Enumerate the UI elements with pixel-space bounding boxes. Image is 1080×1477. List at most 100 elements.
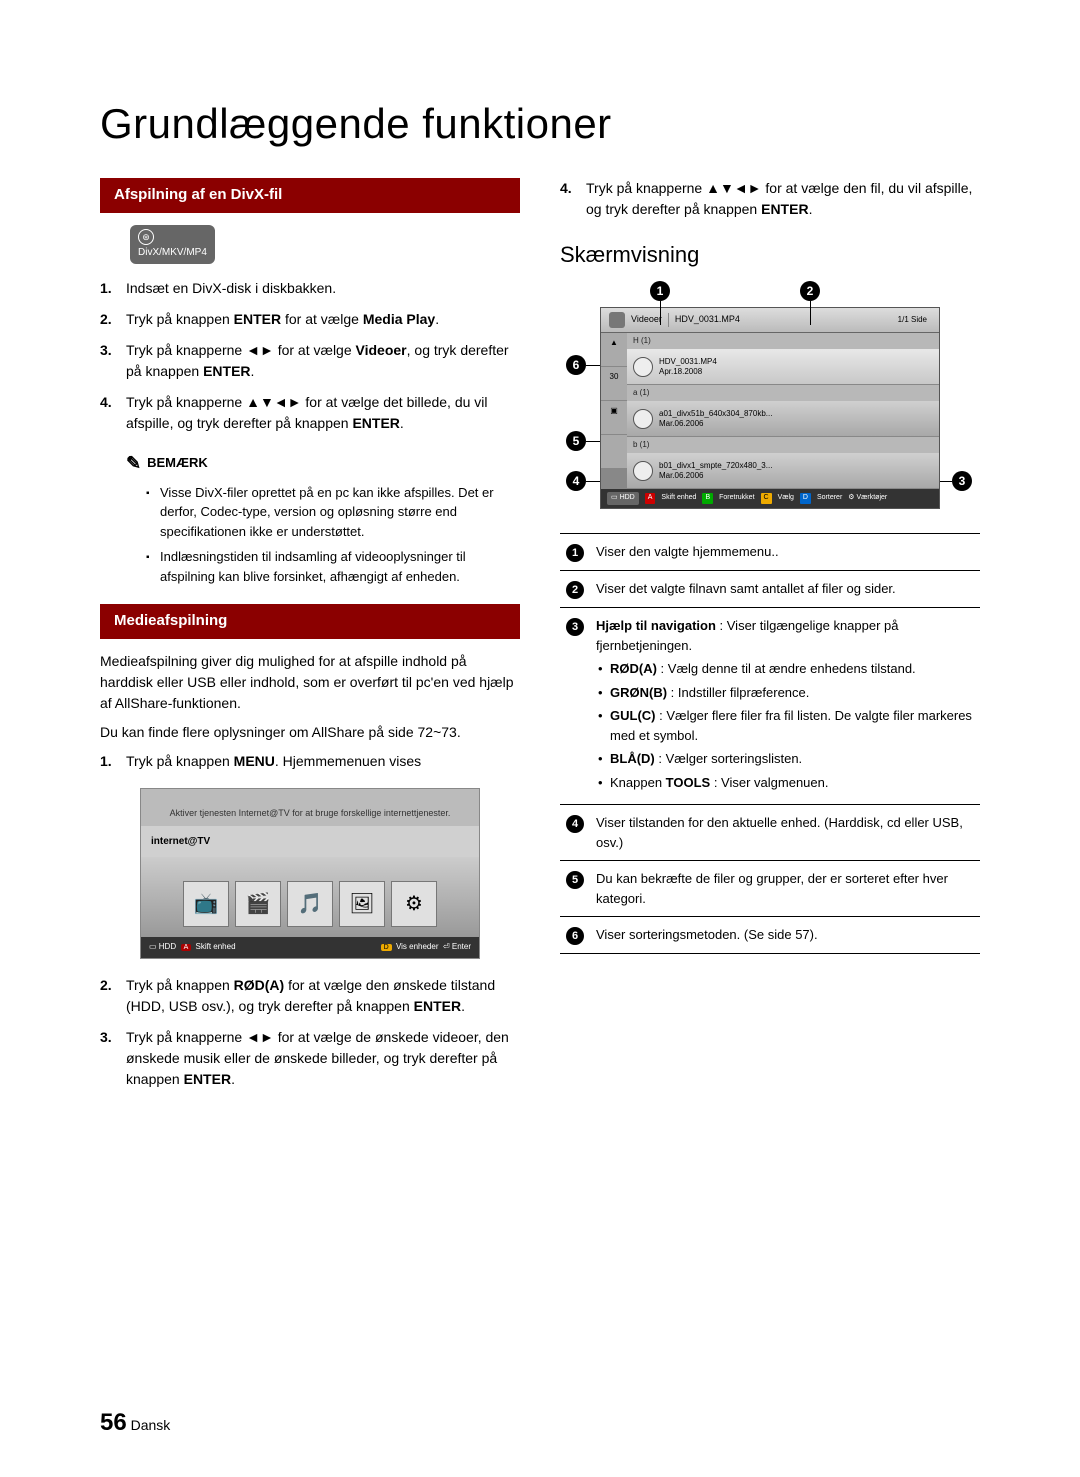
footer-a: Skift enhed xyxy=(661,493,696,504)
page-number-value: 56 xyxy=(100,1409,127,1436)
callout-line xyxy=(940,481,952,482)
note-icon: ✎ xyxy=(126,450,141,477)
step-item: Tryk på knapperne ◄► for at vælge de øns… xyxy=(100,1027,520,1090)
step-item: Tryk på knapperne ▲▼◄► for at vælge det … xyxy=(100,392,520,434)
media-mid-label: internet@TV xyxy=(141,826,479,857)
legend-text: Viser den valgte hjemmemenu.. xyxy=(590,533,980,570)
footer-b: Foretrukket xyxy=(719,493,754,504)
legend-row: 5 Du kan bekræfte de filer og grupper, d… xyxy=(560,861,980,917)
note-item: Indlæsningstiden til indsamling af video… xyxy=(146,547,520,586)
vs-header-page: 1/1 Side xyxy=(894,313,931,327)
media-intro-1: Medieafspilning giver dig mulighed for a… xyxy=(100,651,520,714)
btn-b: B xyxy=(702,493,713,504)
vs-meta: a01_divx51b_640x304_870kb... Mar.06.2006 xyxy=(659,409,772,428)
media-steps-list-cont: Tryk på knappen RØD(A) for at vælge den … xyxy=(100,975,520,1090)
callout-line xyxy=(586,441,600,442)
media-footer: ▭ HDD A Skift enhed D Vis enheder ⏎ Ente… xyxy=(141,937,479,958)
legend-text: Viser sorteringsmetoden. (Se side 57). xyxy=(590,917,980,954)
media-icon: 📺 xyxy=(183,881,229,927)
media-menu-screenshot: Aktiver tjenesten Internet@TV for at bru… xyxy=(140,788,480,959)
legend-text: Du kan bekræfte de filer og grupper, der… xyxy=(590,861,980,917)
thumb-icon xyxy=(633,461,653,481)
legend-text: Viser det valgte filnavn samt antallet a… xyxy=(590,570,980,607)
subheading-screen: Skærmvisning xyxy=(560,238,980,271)
legend-row: 3 Hjælp til navigation : Viser tilgængel… xyxy=(560,608,980,805)
legend-subitem: GUL(C) : Vælger flere filer fra fil list… xyxy=(596,706,974,745)
btn-a: A xyxy=(645,493,656,504)
callout-line xyxy=(586,481,600,482)
btn-c: C xyxy=(761,493,772,504)
step-item: Tryk på knapperne ▲▼◄► for at vælge den … xyxy=(560,178,980,220)
button-d-chip: D xyxy=(381,944,392,951)
vs-group: H (1) xyxy=(627,333,939,349)
badge-text: DivX/MKV/MP4 xyxy=(138,247,207,258)
media-icon: 🖼 xyxy=(339,881,385,927)
vs-group: b (1) xyxy=(627,437,939,453)
legend-sublist: RØD(A) : Vælg denne til at ændre enheden… xyxy=(596,659,974,792)
vs-meta: HDV_0031.MP4 Apr.18.2008 xyxy=(659,357,717,376)
media-top-message: Aktiver tjenesten Internet@TV for at bru… xyxy=(141,789,479,827)
button-a-chip: A xyxy=(181,944,192,951)
footer-enter-text: Enter xyxy=(452,942,471,951)
legend-num-5: 5 xyxy=(566,871,584,889)
footer-c: Vælg xyxy=(778,493,794,504)
legend-num-3: 3 xyxy=(566,618,584,636)
vs-item: a01_divx51b_640x304_870kb... Mar.06.2006 xyxy=(627,401,939,437)
media-icon: 🎵 xyxy=(287,881,333,927)
media-steps-list: Tryk på knappen MENU. Hjemmemenuen vises xyxy=(100,751,520,772)
vs-item: b01_divx1_smpte_720x480_3... Mar.06.2006 xyxy=(627,453,939,489)
vs-group: a (1) xyxy=(627,385,939,401)
note-label-text: BEMÆRK xyxy=(147,453,208,473)
media-icons-row: 📺 🎬 🎵 🖼 ⚙ xyxy=(141,857,479,937)
vs-sidebar: ▲ 30 ▣ xyxy=(601,333,627,469)
section-header-media: Medieafspilning xyxy=(100,604,520,639)
legend-subitem: BLÅ(D) : Vælger sorteringslisten. xyxy=(596,749,974,769)
sort-icon: 30 xyxy=(601,367,627,401)
legend-subitem: Knappen TOOLS : Viser valgmenuen. xyxy=(596,773,974,793)
media-icon: ⚙ xyxy=(391,881,437,927)
vs-item-date: Mar.06.2006 xyxy=(659,471,772,481)
legend-num-2: 2 xyxy=(566,581,584,599)
legend-row: 1 Viser den valgte hjemmemenu.. xyxy=(560,533,980,570)
disc-icon: ⊛ xyxy=(138,229,154,245)
right-column: Tryk på knapperne ▲▼◄► for at vælge den … xyxy=(560,178,980,1106)
thumb-icon xyxy=(633,357,653,377)
step-item: Tryk på knapperne ◄► for at vælge Videoe… xyxy=(100,340,520,382)
footer-hdd-text: HDD xyxy=(159,942,176,951)
section-header-divx: Afspilning af en DivX-fil xyxy=(100,178,520,213)
right-step-4: Tryk på knapperne ▲▼◄► for at vælge den … xyxy=(560,178,980,220)
vs-meta: b01_divx1_smpte_720x480_3... Mar.06.2006 xyxy=(659,461,772,480)
step-item: Indsæt en DivX-disk i diskbakken. xyxy=(100,278,520,299)
vs-item-name: HDV_0031.MP4 xyxy=(659,357,717,367)
note-item: Visse DivX-filer oprettet på en pc kan i… xyxy=(146,483,520,542)
vs-header-label: Videoer xyxy=(631,313,662,327)
legend-text: Hjælp til navigation : Viser tilgængelig… xyxy=(590,608,980,805)
sort-icon xyxy=(601,435,627,469)
media-intro-2: Du kan finde flere oplysninger om AllSha… xyxy=(100,722,520,743)
legend-subitem: RØD(A) : Vælg denne til at ændre enheden… xyxy=(596,659,974,679)
page-lang: Dansk xyxy=(131,1417,171,1433)
callout-5: 5 xyxy=(566,431,586,451)
left-column: Afspilning af en DivX-fil ⊛ DivX/MKV/MP4… xyxy=(100,178,520,1106)
step-item: Tryk på knappen RØD(A) for at vælge den … xyxy=(100,975,520,1017)
reel-icon xyxy=(609,312,625,328)
video-screenshot: Videoer HDV_0031.MP4 1/1 Side ▲ 30 ▣ H (… xyxy=(600,307,940,509)
sort-icon: ▲ xyxy=(601,333,627,367)
divx-badge: ⊛ DivX/MKV/MP4 xyxy=(130,225,215,264)
hdd-badge: ▭ HDD xyxy=(607,492,639,505)
callout-line xyxy=(660,301,661,325)
vs-item-date: Apr.18.2008 xyxy=(659,367,717,377)
vs-item-name: a01_divx51b_640x304_870kb... xyxy=(659,409,772,419)
page-number: 56 Dansk xyxy=(100,1409,170,1437)
callout-4: 4 xyxy=(566,471,586,491)
callout-2: 2 xyxy=(800,281,820,301)
note-bullets: Visse DivX-filer oprettet på en pc kan i… xyxy=(100,483,520,587)
legend-text: Viser tilstanden for den aktuelle enhed.… xyxy=(590,805,980,861)
legend-num-1: 1 xyxy=(566,544,584,562)
step-item: Tryk på knappen ENTER for at vælge Media… xyxy=(100,309,520,330)
vs-item-name: b01_divx1_smpte_720x480_3... xyxy=(659,461,772,471)
legend-subitem: GRØN(B) : Indstiller filpræference. xyxy=(596,683,974,703)
callout-line xyxy=(586,365,600,366)
media-icon: 🎬 xyxy=(235,881,281,927)
vs-header-file: HDV_0031.MP4 xyxy=(668,313,740,327)
